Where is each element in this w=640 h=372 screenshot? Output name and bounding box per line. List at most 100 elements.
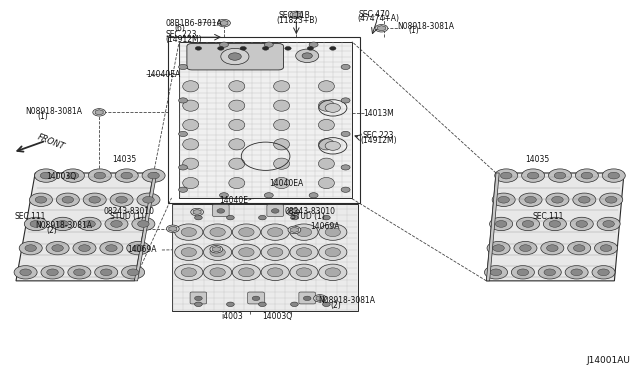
Circle shape <box>175 264 203 280</box>
Circle shape <box>549 221 561 227</box>
Circle shape <box>325 268 340 277</box>
Circle shape <box>341 165 350 170</box>
Circle shape <box>132 245 144 251</box>
Circle shape <box>303 296 311 301</box>
Circle shape <box>24 217 47 231</box>
Circle shape <box>95 266 118 279</box>
Circle shape <box>121 172 132 179</box>
Circle shape <box>325 103 340 112</box>
Circle shape <box>35 169 58 182</box>
Circle shape <box>220 193 228 198</box>
Ellipse shape <box>183 81 198 92</box>
Circle shape <box>579 196 590 203</box>
Circle shape <box>516 217 540 231</box>
Circle shape <box>179 98 188 103</box>
Circle shape <box>325 248 340 257</box>
Ellipse shape <box>229 100 245 111</box>
Circle shape <box>181 268 196 277</box>
Text: FRONT: FRONT <box>36 132 67 152</box>
Circle shape <box>142 169 165 182</box>
Circle shape <box>296 268 312 277</box>
Polygon shape <box>486 173 624 281</box>
Circle shape <box>573 245 585 251</box>
Circle shape <box>600 245 612 251</box>
Polygon shape <box>292 12 300 17</box>
Text: i4003: i4003 <box>221 312 243 321</box>
Circle shape <box>232 244 260 260</box>
Circle shape <box>527 172 539 179</box>
Circle shape <box>290 11 303 19</box>
Circle shape <box>73 241 96 255</box>
Circle shape <box>296 49 319 62</box>
Circle shape <box>602 169 625 182</box>
Ellipse shape <box>183 100 198 111</box>
Polygon shape <box>193 209 201 215</box>
Text: SEC.11B: SEC.11B <box>278 11 310 20</box>
Circle shape <box>52 245 63 251</box>
Ellipse shape <box>183 158 198 169</box>
Text: J14001AU: J14001AU <box>586 356 630 365</box>
Ellipse shape <box>274 100 290 111</box>
Circle shape <box>287 208 300 216</box>
FancyBboxPatch shape <box>248 292 264 304</box>
Circle shape <box>227 215 234 220</box>
Circle shape <box>573 193 596 206</box>
Ellipse shape <box>319 100 334 111</box>
Circle shape <box>79 245 90 251</box>
Text: (1): (1) <box>408 26 419 35</box>
Circle shape <box>62 196 74 203</box>
Ellipse shape <box>183 177 198 189</box>
Circle shape <box>210 248 225 257</box>
Circle shape <box>179 131 188 137</box>
Circle shape <box>29 193 52 206</box>
Circle shape <box>581 172 593 179</box>
Circle shape <box>191 208 204 216</box>
Circle shape <box>57 221 68 227</box>
Circle shape <box>19 241 42 255</box>
Circle shape <box>592 266 615 279</box>
Circle shape <box>568 241 591 255</box>
Circle shape <box>232 224 260 240</box>
Circle shape <box>544 269 556 276</box>
Circle shape <box>148 172 159 179</box>
Circle shape <box>264 42 273 47</box>
Polygon shape <box>486 173 499 281</box>
Circle shape <box>291 215 298 220</box>
Polygon shape <box>16 173 154 281</box>
Circle shape <box>20 269 31 276</box>
Ellipse shape <box>229 177 245 189</box>
Circle shape <box>25 245 36 251</box>
Circle shape <box>268 268 283 277</box>
Text: 14040E: 14040E <box>219 196 248 205</box>
Circle shape <box>595 241 618 255</box>
Circle shape <box>495 169 518 182</box>
Ellipse shape <box>183 119 198 131</box>
Circle shape <box>210 228 225 237</box>
Circle shape <box>522 221 534 227</box>
Circle shape <box>68 266 91 279</box>
Circle shape <box>319 224 347 240</box>
Polygon shape <box>378 26 385 31</box>
Circle shape <box>179 165 188 170</box>
Circle shape <box>74 269 85 276</box>
Text: 14013M: 14013M <box>364 109 394 118</box>
Circle shape <box>89 196 100 203</box>
Circle shape <box>538 266 561 279</box>
Text: 08243-83010: 08243-83010 <box>104 207 155 216</box>
Circle shape <box>14 266 37 279</box>
Ellipse shape <box>319 119 334 131</box>
Circle shape <box>307 46 314 50</box>
Ellipse shape <box>229 81 245 92</box>
Circle shape <box>210 246 223 253</box>
Circle shape <box>132 217 155 231</box>
Circle shape <box>598 269 609 276</box>
Circle shape <box>319 264 347 280</box>
Text: SEC.223: SEC.223 <box>165 31 196 39</box>
Circle shape <box>100 269 112 276</box>
Text: 14035: 14035 <box>112 155 136 164</box>
Circle shape <box>221 48 249 65</box>
Circle shape <box>330 46 336 50</box>
Polygon shape <box>291 227 298 232</box>
Circle shape <box>309 42 318 47</box>
Circle shape <box>115 169 138 182</box>
